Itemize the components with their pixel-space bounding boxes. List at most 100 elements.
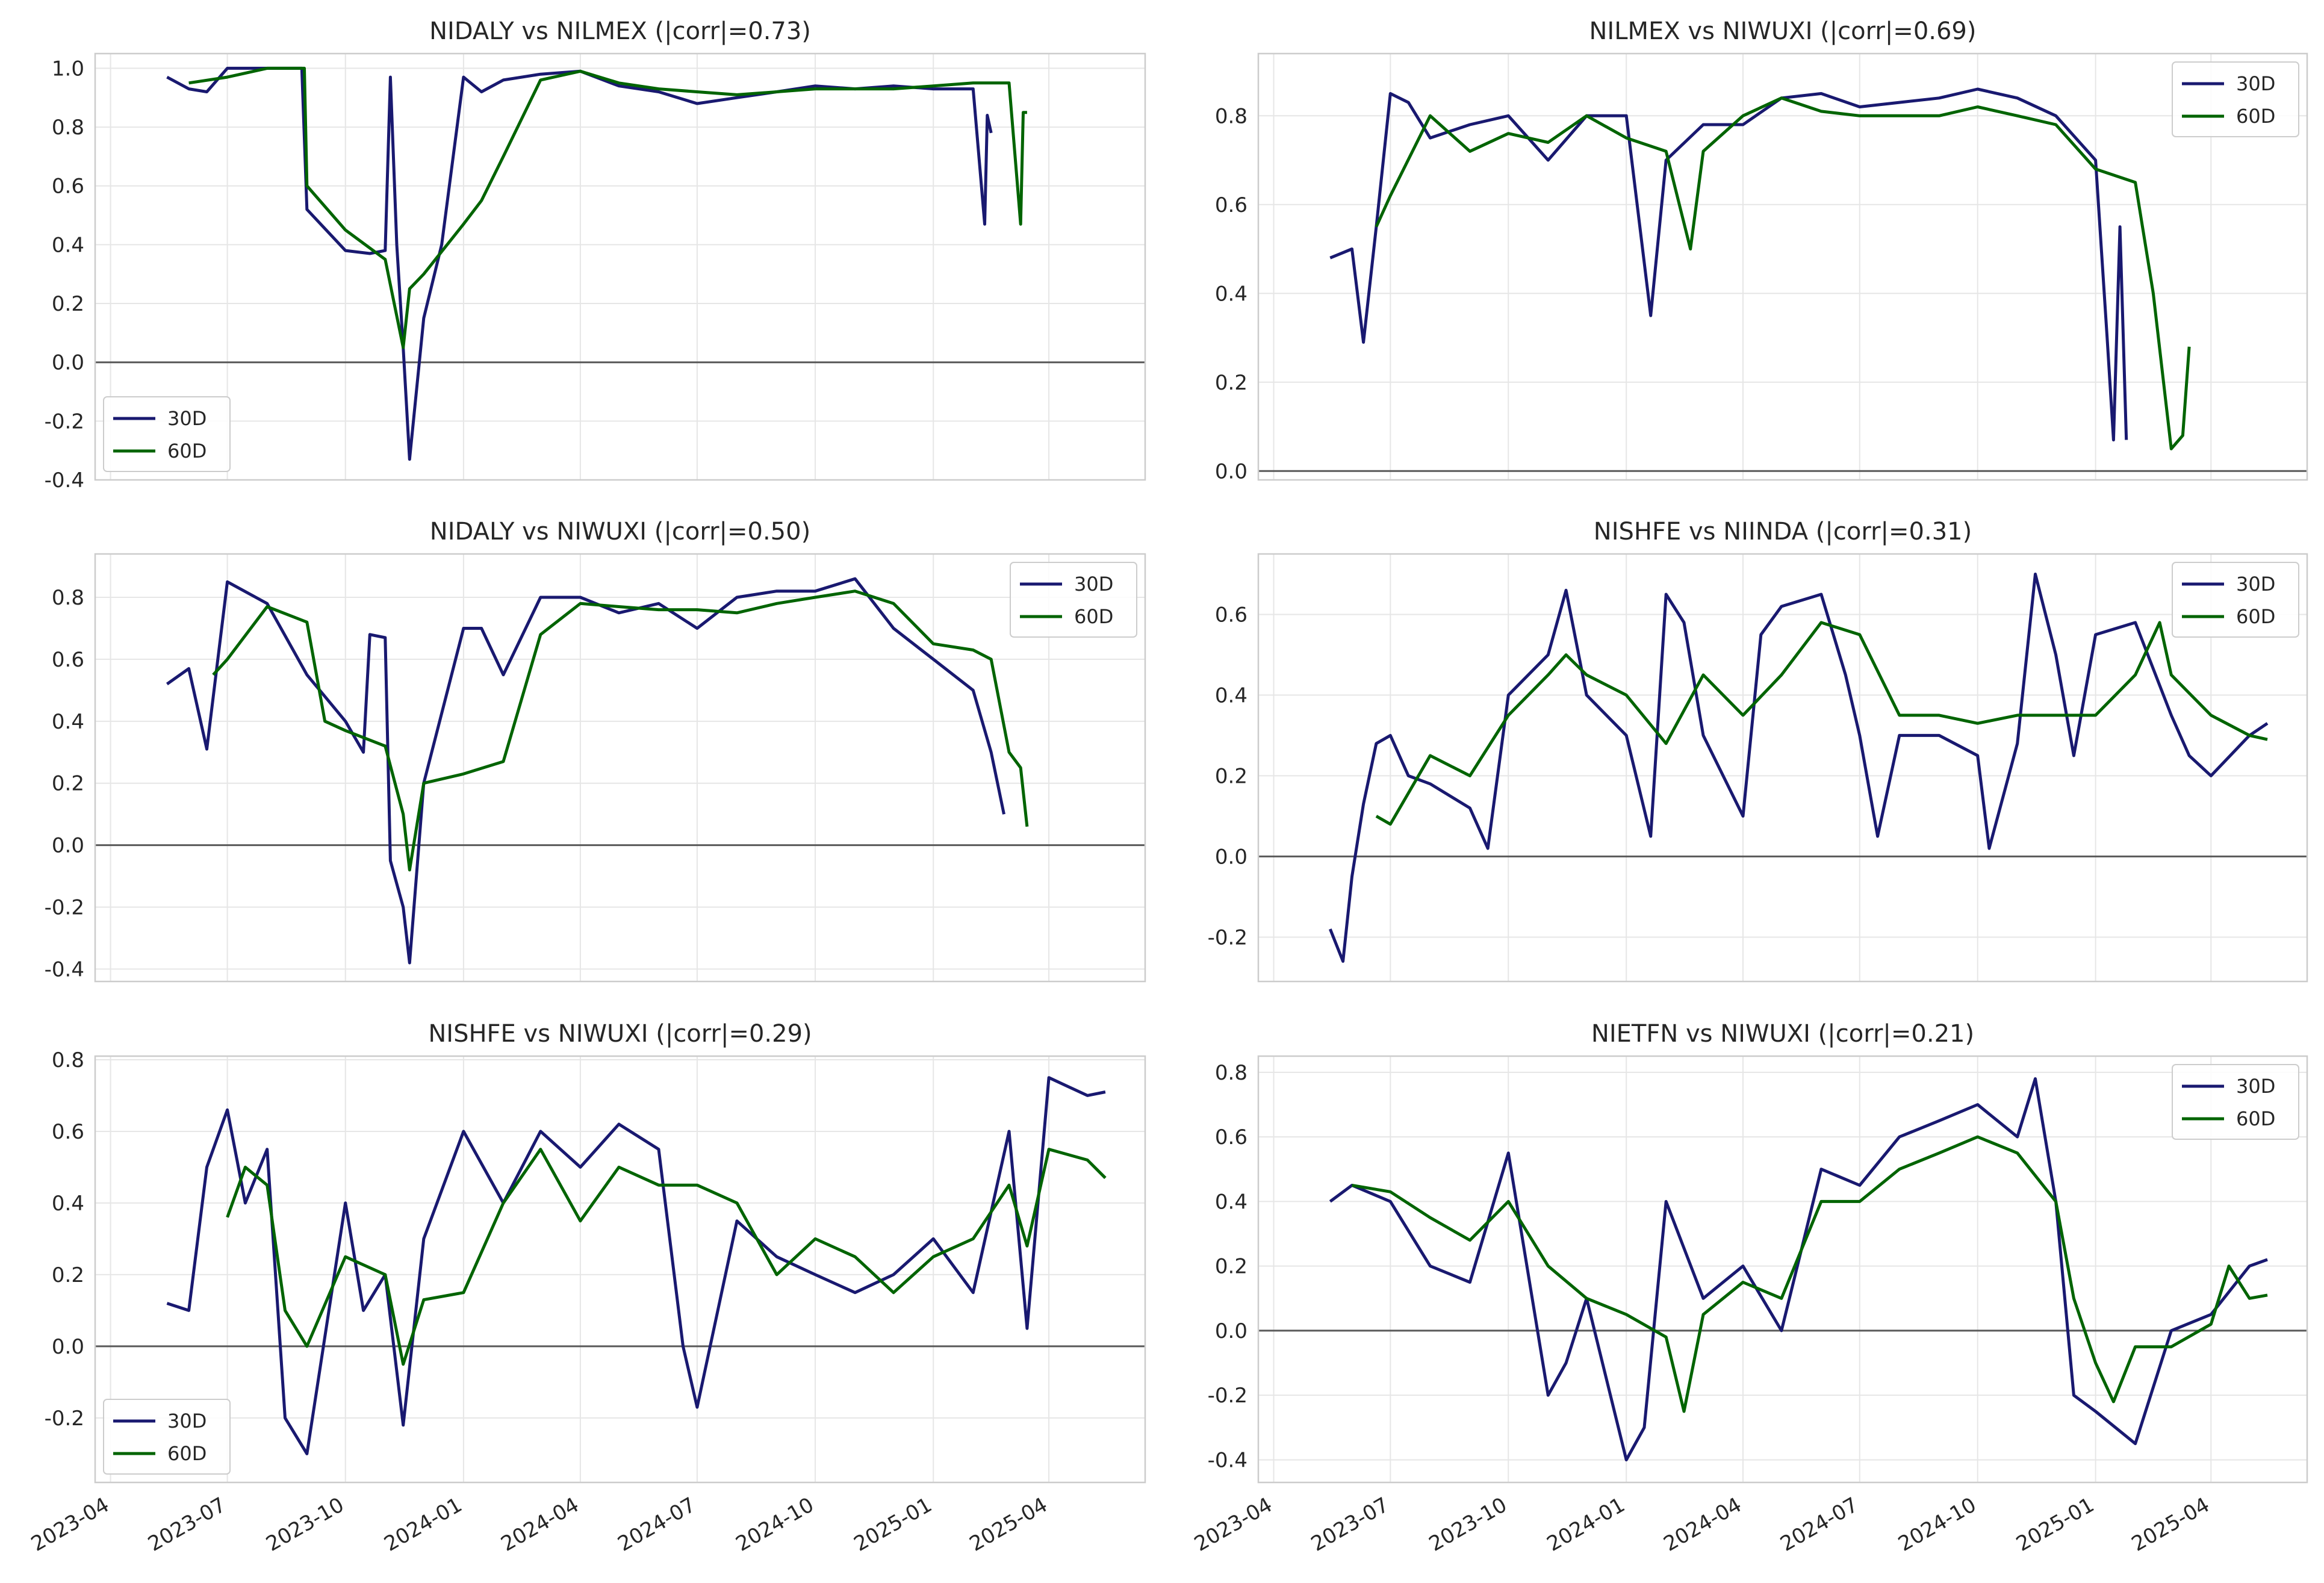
y-tick-label: -0.2	[45, 1407, 84, 1431]
series-line-60D	[1375, 621, 2268, 826]
legend-label: 60D	[2236, 1107, 2275, 1130]
y-tick-label: -0.2	[45, 896, 84, 920]
x-tick-label: 2024-10	[1894, 1493, 1980, 1557]
y-tick-label: 0.4	[1215, 1190, 1247, 1214]
subplot-2: 0.0 0.2 0.4 0.6 0.8 NILMEX vs NIWUXI (|corr|=…	[1215, 17, 2308, 484]
series-line-30D	[166, 577, 1005, 965]
legend-label: 30D	[2236, 1075, 2275, 1098]
legend-box	[103, 396, 231, 472]
y-tick-label: 0.8	[52, 116, 84, 140]
y-tick-label: 0.2	[1215, 371, 1247, 395]
y-tick-label: 0.8	[1215, 104, 1247, 128]
y-tick-label: 0.6	[52, 1120, 84, 1144]
y-tick-label: 0.2	[1215, 764, 1247, 788]
legend-box	[2172, 562, 2299, 638]
axes-frame	[1257, 553, 2308, 983]
legend-label: 30D	[167, 407, 207, 430]
legend-label: 60D	[2236, 605, 2275, 628]
y-tick-label: 0.6	[1215, 603, 1247, 627]
axes-frame	[94, 52, 1146, 481]
legend-box	[1010, 562, 1137, 638]
x-tick-label: 2024-04	[1659, 1493, 1745, 1557]
y-tick-label: 0.8	[1215, 1061, 1247, 1085]
y-tick-label: 0.4	[52, 710, 84, 734]
x-tick-label: 2024-01	[380, 1493, 466, 1557]
axes-frame	[1257, 52, 2308, 481]
legend-label: 60D	[167, 1442, 207, 1465]
x-tick-label: 2024-04	[497, 1493, 583, 1557]
x-tick-label: 2023-07	[144, 1493, 230, 1557]
legend-label: 30D	[1074, 573, 1113, 596]
subplot-1: -0.4 -0.2 0.0 0.2 0.4 0.6 0.8 1.0 NIDALY vs NILM…	[45, 17, 1146, 493]
x-tick-label: 2025-01	[850, 1493, 936, 1557]
y-tick-label: -0.4	[45, 468, 84, 493]
chart-title: NIDALY vs NILMEX (|corr|=0.73)	[429, 17, 811, 45]
legend-label: 30D	[2236, 72, 2275, 95]
series-line-60D	[226, 1148, 1107, 1366]
subplot-5: -0.2 0.0 0.2 0.4 0.6 0.8 NISHFE vs NIWUXI (|co…	[27, 1020, 1146, 1557]
legend-label: 30D	[167, 1410, 207, 1432]
y-tick-label: 0.8	[52, 1048, 84, 1072]
y-tick-label: 0.0	[1215, 1319, 1247, 1343]
y-tick-label: 0.2	[52, 1263, 84, 1287]
x-tick-label: 2023-04	[27, 1493, 113, 1557]
x-tick-label: 2024-01	[1543, 1493, 1629, 1557]
y-tick-label: 0.6	[52, 648, 84, 672]
x-tick-label: 2025-04	[2128, 1493, 2214, 1557]
x-tick-label: 2023-10	[262, 1493, 348, 1557]
series-line-30D	[1329, 87, 2128, 442]
y-tick-label: 0.4	[52, 1192, 84, 1216]
y-tick-label: -0.2	[1208, 1384, 1247, 1408]
y-tick-label: -0.4	[1208, 1448, 1247, 1472]
legend-label: 60D	[167, 440, 207, 462]
x-tick-label: 2024-10	[732, 1493, 818, 1557]
subplot-6: -0.4 -0.2 0.0 0.2 0.4 0.6 0.8 NIETFN vs NIWUXI …	[1190, 1020, 2308, 1557]
series-line-60D	[188, 66, 1027, 349]
y-tick-label: 0.0	[52, 351, 84, 375]
series-line-60D	[1375, 96, 2191, 450]
legend-label: 60D	[1074, 605, 1113, 628]
x-tick-label: 2023-07	[1307, 1493, 1393, 1557]
x-tick-label: 2023-04	[1190, 1493, 1276, 1557]
y-tick-label: 0.2	[52, 772, 84, 796]
chart-title: NISHFE vs NIINDA (|corr|=0.31)	[1594, 518, 1972, 546]
legend-label: 60D	[2236, 105, 2275, 128]
x-tick-label: 2024-07	[1776, 1493, 1862, 1557]
x-tick-label: 2025-04	[966, 1493, 1052, 1557]
series-line-30D	[1328, 573, 2269, 963]
series-line-30D	[1329, 1077, 2268, 1461]
y-tick-label: 0.4	[1215, 683, 1247, 708]
series-line-30D	[166, 1076, 1106, 1455]
axes-frame	[94, 553, 1146, 983]
chart-title: NISHFE vs NIWUXI (|corr|=0.29)	[428, 1020, 812, 1048]
y-tick-label: 0.0	[52, 1335, 84, 1359]
chart-title: NIDALY vs NIWUXI (|corr|=0.50)	[430, 518, 810, 546]
legend-box	[2172, 1064, 2299, 1140]
chart-title: NILMEX vs NIWUXI (|corr|=0.69)	[1589, 17, 1977, 45]
legend-box	[2172, 61, 2299, 137]
legend-box	[103, 1399, 231, 1475]
y-tick-label: 0.0	[1215, 845, 1247, 869]
y-tick-label: 0.0	[1215, 459, 1247, 484]
series-line-60D	[1352, 1135, 2268, 1413]
y-tick-label: 1.0	[52, 57, 84, 81]
y-tick-label: 0.2	[52, 292, 84, 316]
series-line-60D	[212, 589, 1029, 872]
chart-title: NIETFN vs NIWUXI (|corr|=0.21)	[1591, 1020, 1974, 1048]
y-tick-label: -0.2	[1208, 925, 1247, 950]
y-tick-label: 0.4	[1215, 282, 1247, 306]
y-tick-label: 0.6	[52, 175, 84, 199]
legend-label: 30D	[2236, 573, 2275, 596]
axes-frame	[1257, 1055, 2308, 1484]
axes-frame	[94, 1055, 1146, 1484]
x-tick-label: 2025-01	[2012, 1493, 2098, 1557]
subplot-3: -0.4 -0.2 0.0 0.2 0.4 0.6 0.8 NIDALY vs NIWUXI …	[45, 518, 1146, 983]
x-tick-label: 2023-10	[1425, 1493, 1511, 1557]
subplot-4: -0.2 0.0 0.2 0.4 0.6 NISHFE vs NIINDA (|corr|…	[1208, 518, 2308, 983]
y-tick-label: 0.8	[52, 586, 84, 610]
y-tick-label: 0.4	[52, 233, 84, 257]
